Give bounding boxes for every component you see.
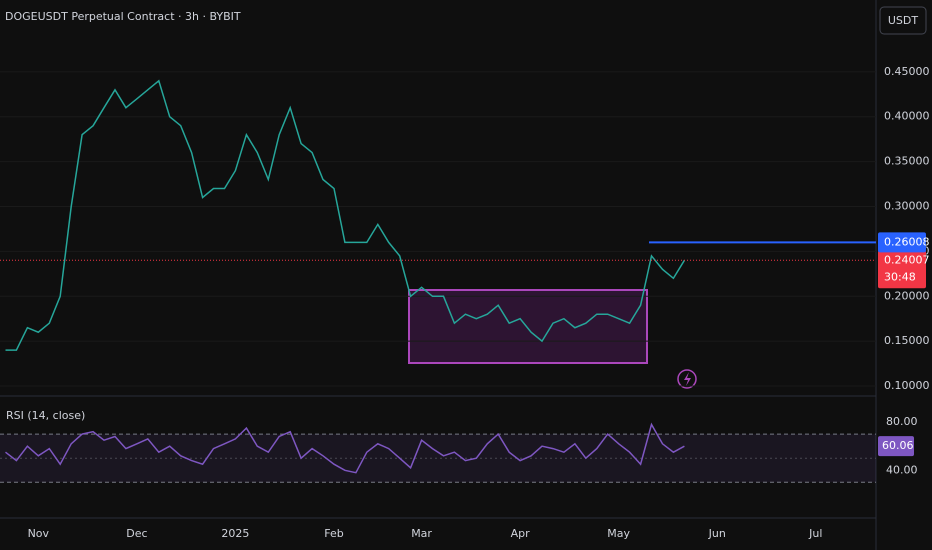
y-tick-label: 0.15000	[884, 334, 930, 347]
y-tick-label: 0.10000	[884, 379, 930, 392]
last-price-label: 0.24007	[884, 253, 930, 266]
currency-button[interactable]	[879, 6, 927, 35]
y-tick-label: 0.20000	[884, 289, 930, 302]
alert-bolt[interactable]	[684, 372, 691, 386]
y-tick-label: 0.40000	[884, 110, 930, 123]
x-tick-label: 2025	[221, 527, 249, 540]
rsi-tick-label: 40.00	[886, 463, 918, 476]
rsi-title: RSI (14, close)	[6, 409, 85, 422]
range-box[interactable]	[408, 289, 648, 364]
series-line	[5, 422, 685, 474]
horizontal-line-badge	[878, 232, 926, 253]
x-tick-label: Nov	[28, 527, 50, 540]
x-tick-label: Jun	[708, 527, 726, 540]
last-price-badge	[878, 250, 926, 289]
horizontal-line-label: 0.26008	[884, 235, 930, 248]
rsi-value-label: 60.06	[882, 439, 914, 452]
y-tick-label: 0.35000	[884, 155, 930, 168]
rsi-value-badge	[878, 436, 914, 457]
y-tick-label: 0.30000	[884, 199, 930, 212]
y-tick-label: 0.45000	[884, 65, 930, 78]
x-tick-label: Jul	[808, 527, 822, 540]
x-tick-label: Dec	[126, 527, 147, 540]
currency-button-label[interactable]: USDT	[888, 14, 919, 27]
x-tick-label: Feb	[324, 527, 343, 540]
x-tick-label: Apr	[511, 527, 531, 540]
rsi-tick-label: 80.00	[886, 415, 918, 428]
x-tick-label: Mar	[411, 527, 432, 540]
countdown-label: 30:48	[884, 270, 916, 283]
alert-icon[interactable]	[677, 369, 697, 389]
series-line	[5, 79, 686, 351]
x-tick-label: May	[607, 527, 630, 540]
chart-title: DOGEUSDT Perpetual Contract · 3h · BYBIT	[5, 10, 241, 23]
